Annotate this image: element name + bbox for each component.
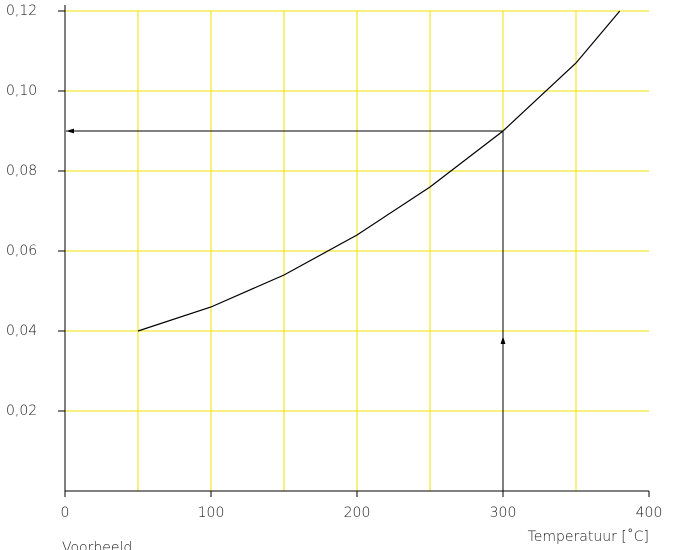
y-tick-label: 0,02 <box>6 403 37 419</box>
y-tick-label: 0,06 <box>6 243 37 259</box>
note: Voorbeeld <box>62 540 132 550</box>
y-tick-label: 0,08 <box>6 163 37 179</box>
x-tick-label: 200 <box>344 505 371 521</box>
x-tick-label: 0 <box>61 505 70 521</box>
y-tick-label: 0,12 <box>6 3 37 19</box>
x-tick-label: 400 <box>636 505 663 521</box>
x-axis-label: Temperatuur [˚C] <box>528 528 649 545</box>
y-tick-label: 0,04 <box>6 323 37 339</box>
line <box>137 10 621 332</box>
y-tick-label: 0,10 <box>6 83 37 99</box>
x-tick-label: 100 <box>198 505 225 521</box>
x-tick-label: 300 <box>490 505 517 521</box>
